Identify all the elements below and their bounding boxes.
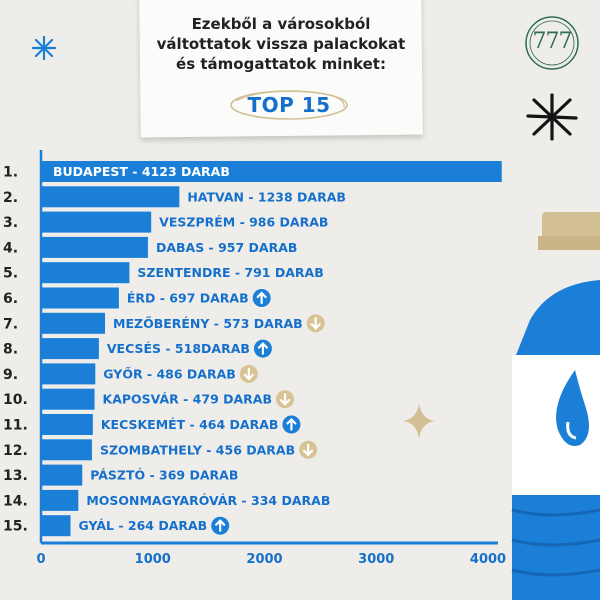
data-label: BUDAPEST - 4123 DARAB xyxy=(53,164,230,179)
arrow-glyph xyxy=(257,342,269,355)
rank-label: 10. xyxy=(3,392,28,408)
arrow-down-icon xyxy=(299,440,318,459)
data-label: GYÁL - 264 DARAB xyxy=(79,518,208,533)
logo-text: 777 xyxy=(532,29,573,54)
arrow-glyph xyxy=(215,519,226,532)
bar xyxy=(41,236,148,258)
rank-label: 2. xyxy=(3,190,18,206)
title-line-3: és támogattatok minket: xyxy=(176,55,386,73)
data-label: VESZPRÉM - 986 DARAB xyxy=(159,215,328,230)
arrow-down-icon xyxy=(276,390,295,409)
sparkle-icon xyxy=(31,35,57,61)
rank-label: 4. xyxy=(3,240,18,256)
bar xyxy=(41,489,79,511)
data-label: KECSKEMÉT - 464 DARAB xyxy=(101,417,279,432)
arrow-glyph xyxy=(243,367,254,381)
arrow-glyph xyxy=(310,317,321,330)
bar xyxy=(41,161,502,182)
rank-label: 5. xyxy=(3,266,18,282)
bar xyxy=(41,211,152,233)
title-line-1: Ezekből a városokból xyxy=(191,15,371,33)
bar xyxy=(41,515,71,537)
bar xyxy=(41,414,93,435)
bar xyxy=(41,312,106,334)
x-tick-label: 0 xyxy=(36,552,45,567)
arrow-up-icon xyxy=(253,339,272,358)
data-label: MOSONMAGYARÓVÁR - 334 DARAB xyxy=(86,493,330,508)
arrow-down-icon xyxy=(306,314,325,333)
arrow-glyph xyxy=(286,417,297,431)
rank-label: 9. xyxy=(3,367,18,383)
page-title: Ezekből a városokból váltottatok vissza … xyxy=(140,14,422,74)
arrow-up-icon xyxy=(211,516,230,535)
arrow-down-icon xyxy=(239,364,258,383)
data-label: DABAS - 957 DARAB xyxy=(156,240,297,255)
rank-label: 14. xyxy=(3,493,28,509)
bar xyxy=(41,363,96,385)
star-icon xyxy=(403,403,435,439)
rank-label: 1. xyxy=(3,165,18,181)
rank-label: 11. xyxy=(3,418,28,434)
logo-badge xyxy=(525,16,579,70)
bar xyxy=(41,388,95,410)
bar xyxy=(41,439,92,461)
arrow-glyph xyxy=(303,443,314,457)
hand-drawn-circle xyxy=(230,90,348,120)
data-label: GYŐR - 486 DARAB xyxy=(103,366,236,381)
rank-label: 13. xyxy=(3,468,28,484)
arrow-up-icon xyxy=(252,289,271,307)
rank-label: 3. xyxy=(3,215,18,231)
data-label: KAPOSVÁR - 479 DARAB xyxy=(103,392,273,407)
rank-label: 6. xyxy=(3,291,18,307)
data-label: HATVAN - 1238 DARAB xyxy=(187,189,346,204)
bar xyxy=(41,262,130,284)
bar xyxy=(41,464,83,486)
bar xyxy=(41,186,180,208)
data-label: PÁSZTÓ - 369 DARAB xyxy=(90,468,238,483)
x-tick-label: 1000 xyxy=(135,552,171,567)
arrow-glyph xyxy=(279,393,291,406)
top15-label: TOP 15 xyxy=(247,93,331,117)
bar xyxy=(41,338,99,360)
data-label: SZENTENDRE - 791 DARAB xyxy=(137,265,323,280)
rank-label: 7. xyxy=(3,316,18,332)
bottle-illustration xyxy=(511,212,600,600)
arrow-glyph xyxy=(256,291,267,305)
data-label: VECSÉS - 518DARAB xyxy=(107,341,250,356)
asterisk-icon xyxy=(526,93,578,141)
rank-label: 8. xyxy=(3,342,18,358)
data-label: ÉRD - 697 DARAB xyxy=(127,291,249,306)
arrow-up-icon xyxy=(282,415,301,434)
x-tick-label: 2000 xyxy=(246,552,282,567)
data-label: SZOMBATHELY - 456 DARAB xyxy=(100,442,295,457)
title-line-2: váltottatok vissza palackokat xyxy=(156,35,406,53)
rank-label: 12. xyxy=(3,443,28,459)
rank-label: 15. xyxy=(3,519,28,535)
x-tick-label: 4000 xyxy=(470,552,506,567)
x-tick-label: 3000 xyxy=(358,552,394,567)
bar xyxy=(41,287,119,309)
data-label: MEZŐBERÉNY - 573 DARAB xyxy=(113,316,303,331)
